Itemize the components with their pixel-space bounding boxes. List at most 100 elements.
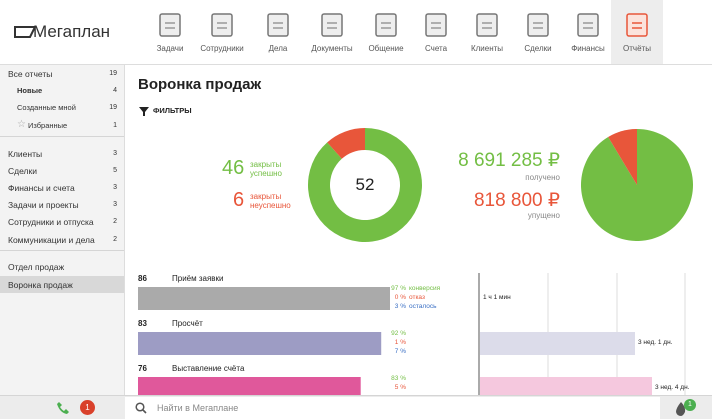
nav-icon[interactable] bbox=[319, 11, 345, 39]
nav-label[interactable]: Задачи bbox=[156, 44, 184, 53]
sidebar-count: 19 bbox=[109, 104, 117, 111]
stage-count: 76 bbox=[138, 364, 147, 373]
rate-value: 1 % bbox=[394, 339, 406, 346]
stage-name: Приём заявки bbox=[172, 274, 224, 283]
nav-label[interactable]: Общение bbox=[368, 44, 404, 53]
stage-name: Выставление счёта bbox=[172, 364, 245, 373]
rate-value: 3 % bbox=[394, 303, 406, 310]
stage-duration: 3 нед. 1 дн. bbox=[638, 339, 673, 346]
lost-count: 6 bbox=[233, 189, 245, 211]
nav-icon[interactable] bbox=[209, 11, 235, 39]
sidebar-count: 2 bbox=[113, 218, 117, 225]
notifications-badge[interactable]: 1 bbox=[684, 399, 696, 411]
sidebar-count: 3 bbox=[113, 150, 117, 157]
sidebar-item[interactable]: Все отчеты bbox=[8, 69, 53, 79]
sidebar-item[interactable]: Задачи и проекты bbox=[8, 200, 79, 210]
stage-name: Просчёт bbox=[172, 319, 203, 328]
chart-segment bbox=[608, 129, 637, 185]
rate-value: 97 % bbox=[391, 285, 406, 292]
sidebar-count: 4 bbox=[113, 87, 117, 94]
nav-icon[interactable] bbox=[423, 11, 449, 39]
rate-value: 7 % bbox=[394, 348, 406, 355]
sidebar-item[interactable]: Отдел продаж bbox=[8, 262, 65, 272]
icon-shape bbox=[425, 13, 447, 37]
lost-label: закрыты неуспешно bbox=[250, 192, 291, 210]
icon-shape bbox=[527, 13, 549, 37]
sidebar-item[interactable]: Созданные мной bbox=[17, 103, 76, 112]
nav-label[interactable]: Клиенты bbox=[470, 44, 504, 53]
chart-segment bbox=[327, 128, 365, 159]
chart-segment bbox=[308, 128, 422, 243]
selected-bg bbox=[0, 276, 124, 293]
rate-value: 83 % bbox=[391, 375, 406, 382]
stage-bar bbox=[138, 287, 390, 310]
sidebar-count: 19 bbox=[109, 70, 117, 77]
filters-button[interactable]: ФИЛЬТРЫ bbox=[153, 106, 192, 115]
rate-value: 92 % bbox=[391, 330, 406, 337]
nav-label[interactable]: Сделки bbox=[524, 44, 552, 53]
rate-label: осталось bbox=[409, 303, 437, 310]
main: Воронка продаж ФИЛЬТРЫ 46 закрыты успешно… bbox=[125, 65, 712, 395]
nav-label[interactable]: Сотрудники bbox=[200, 44, 244, 53]
page-title: Воронка продаж bbox=[138, 76, 262, 93]
rate-value: 0 % bbox=[394, 294, 406, 301]
sidebar-count: 5 bbox=[113, 167, 117, 174]
nav-icon[interactable] bbox=[624, 11, 650, 39]
stage-duration-bar bbox=[480, 377, 652, 395]
sidebar-count: 3 bbox=[113, 184, 117, 191]
search-placeholder: Найти в Мегаплане bbox=[157, 403, 239, 413]
icon-shape bbox=[321, 13, 343, 37]
search-icon bbox=[135, 402, 147, 414]
sidebar-item[interactable]: Сотрудники и отпуска bbox=[8, 217, 94, 227]
icon-shape bbox=[476, 13, 498, 37]
sidebar-item[interactable]: Финансы и счета bbox=[8, 183, 75, 193]
charts bbox=[138, 128, 694, 395]
logo[interactable]: Мегаплан bbox=[33, 22, 111, 41]
sidebar-item[interactable]: Новые bbox=[17, 86, 43, 95]
stage-bar bbox=[138, 332, 382, 355]
rate-label: отказ bbox=[409, 294, 425, 301]
stage-duration: 3 нед. 4 дн. bbox=[655, 384, 690, 391]
sidebar-item[interactable]: Избранные bbox=[28, 121, 68, 130]
chart-segment bbox=[581, 129, 694, 241]
won-count: 46 bbox=[222, 157, 245, 179]
top-bar: Мегаплан Задачи Сотрудники Дела Документы Об… bbox=[0, 0, 712, 65]
missed-caption: упущено bbox=[527, 211, 560, 220]
nav-label[interactable]: Финансы bbox=[571, 44, 605, 53]
filter-icon bbox=[139, 107, 149, 116]
received-amount: 8 691 285 ₽ bbox=[458, 150, 560, 171]
sidebar-item[interactable]: Воронка продаж bbox=[8, 280, 73, 290]
rate-label: конверсия bbox=[409, 285, 441, 292]
sidebar-item[interactable]: Сделки bbox=[8, 166, 37, 176]
separator bbox=[0, 250, 124, 251]
separator bbox=[0, 136, 124, 137]
icon-shape bbox=[626, 13, 648, 37]
icon-shape bbox=[211, 13, 233, 37]
nav-label[interactable]: Документы bbox=[311, 44, 353, 53]
sidebar-count: 2 bbox=[113, 236, 117, 243]
icon-shape bbox=[267, 13, 289, 37]
received-caption: получено bbox=[525, 173, 560, 182]
nav-icon[interactable] bbox=[373, 11, 399, 39]
nav-icon[interactable] bbox=[265, 11, 291, 39]
missed-calls-badge[interactable]: 1 bbox=[80, 400, 95, 415]
sidebar-count: 1 bbox=[113, 122, 117, 129]
phone-icon[interactable] bbox=[56, 401, 70, 415]
rate-value: 5 % bbox=[394, 384, 406, 391]
sidebar-item[interactable]: Коммуникации и дела bbox=[8, 235, 95, 245]
sidebar-item[interactable]: Клиенты bbox=[8, 149, 43, 159]
icon-shape bbox=[159, 13, 181, 37]
star-icon: ☆ bbox=[17, 119, 26, 130]
nav-label[interactable]: Дела bbox=[268, 44, 288, 53]
won-label: закрыты успешно bbox=[250, 160, 282, 178]
search-field[interactable]: Найти в Мегаплане bbox=[125, 397, 660, 419]
nav-label[interactable]: Счета bbox=[424, 44, 448, 53]
nav-icon[interactable] bbox=[474, 11, 500, 39]
notifications-icon[interactable] bbox=[674, 401, 688, 417]
stage-duration: 1 ч 1 мин bbox=[483, 294, 511, 301]
nav-label[interactable]: Отчёты bbox=[623, 44, 651, 53]
nav-icon[interactable] bbox=[575, 11, 601, 39]
nav-icon[interactable] bbox=[157, 11, 183, 39]
nav-icon[interactable] bbox=[525, 11, 551, 39]
